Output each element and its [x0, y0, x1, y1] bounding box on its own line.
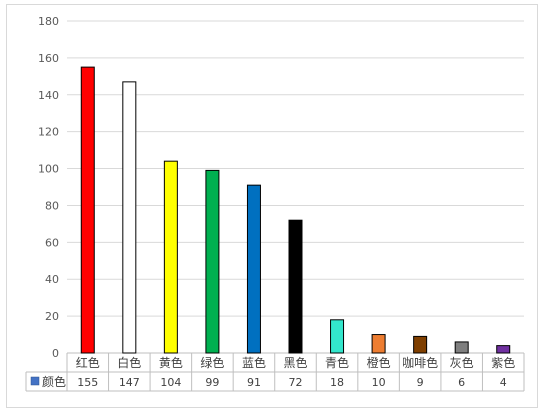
- bar-9: [454, 341, 469, 354]
- data-label: 10: [372, 376, 386, 389]
- y-tick-label: 0: [52, 347, 59, 360]
- category-label: 黄色: [159, 356, 183, 370]
- data-label: 99: [205, 376, 219, 389]
- bar-8: [413, 335, 428, 354]
- category-label: 红色: [76, 355, 100, 370]
- y-tick-label: 20: [45, 310, 59, 323]
- category-label: 咖啡色: [402, 355, 438, 370]
- legend-series-label: 颜色: [42, 374, 66, 389]
- data-label: 147: [119, 376, 140, 389]
- category-label: 白色: [117, 355, 141, 370]
- y-tick-label: 60: [45, 236, 59, 249]
- bar-3: [205, 169, 220, 354]
- category-label: 绿色: [200, 355, 224, 370]
- bar-7: [371, 334, 386, 354]
- category-label: 橙色: [367, 355, 391, 370]
- bar-2: [163, 160, 178, 354]
- y-tick-label: 80: [45, 199, 59, 212]
- bar-4: [246, 184, 261, 354]
- y-tick-label: 100: [38, 163, 59, 176]
- data-label: 4: [500, 376, 507, 389]
- category-label: 青色: [325, 356, 349, 370]
- category-label: 黑色: [283, 356, 307, 370]
- bar-10: [496, 345, 511, 354]
- y-tick-label: 120: [38, 126, 59, 139]
- data-label: 6: [458, 376, 465, 389]
- category-label: 蓝色: [242, 356, 266, 370]
- y-tick-label: 140: [38, 89, 59, 102]
- bar-6: [330, 319, 345, 354]
- data-label: 72: [289, 376, 303, 389]
- category-label: 紫色: [491, 356, 515, 370]
- data-label: 104: [160, 376, 181, 389]
- data-label: 155: [77, 376, 98, 389]
- y-tick-label: 40: [45, 273, 59, 286]
- legend-key-swatch: [30, 376, 40, 386]
- data-label: 18: [330, 376, 344, 389]
- y-tick-label: 160: [38, 52, 59, 65]
- bar-5: [288, 219, 303, 354]
- data-label: 9: [417, 376, 424, 389]
- bar-0: [80, 66, 95, 354]
- bar-1: [122, 81, 137, 354]
- category-label: 灰色: [450, 356, 474, 370]
- y-tick-label: 180: [38, 15, 59, 28]
- data-label: 91: [247, 376, 261, 389]
